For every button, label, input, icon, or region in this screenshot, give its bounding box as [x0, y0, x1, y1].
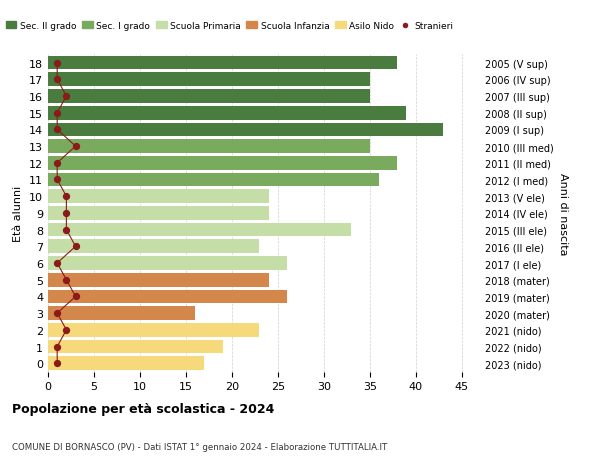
Point	[52, 160, 62, 167]
Point	[71, 143, 80, 151]
Bar	[48, 307, 195, 320]
Bar	[48, 240, 259, 254]
Bar	[48, 140, 370, 154]
Point	[62, 210, 71, 217]
Point	[52, 110, 62, 117]
Point	[52, 60, 62, 67]
Point	[52, 310, 62, 317]
Bar	[48, 223, 352, 237]
Text: Popolazione per età scolastica - 2024: Popolazione per età scolastica - 2024	[12, 403, 274, 415]
Point	[62, 193, 71, 201]
Point	[52, 260, 62, 267]
Legend: Sec. II grado, Sec. I grado, Scuola Primaria, Scuola Infanzia, Asilo Nido, Stran: Sec. II grado, Sec. I grado, Scuola Prim…	[2, 18, 457, 34]
Point	[52, 126, 62, 134]
Bar	[48, 123, 443, 137]
Point	[62, 93, 71, 101]
Bar	[48, 290, 287, 303]
Point	[62, 326, 71, 334]
Point	[71, 293, 80, 301]
Bar	[48, 340, 223, 353]
Text: COMUNE DI BORNASCO (PV) - Dati ISTAT 1° gennaio 2024 - Elaborazione TUTTITALIA.I: COMUNE DI BORNASCO (PV) - Dati ISTAT 1° …	[12, 442, 387, 451]
Point	[52, 343, 62, 351]
Point	[62, 226, 71, 234]
Bar	[48, 357, 204, 370]
Point	[52, 360, 62, 367]
Bar	[48, 73, 370, 87]
Bar	[48, 56, 397, 70]
Bar	[48, 190, 269, 204]
Y-axis label: Anni di nascita: Anni di nascita	[557, 172, 568, 255]
Point	[71, 243, 80, 251]
Bar	[48, 257, 287, 270]
Bar	[48, 207, 269, 220]
Point	[52, 76, 62, 84]
Bar	[48, 106, 406, 120]
Y-axis label: Età alunni: Età alunni	[13, 185, 23, 241]
Point	[62, 276, 71, 284]
Bar	[48, 273, 269, 287]
Point	[52, 176, 62, 184]
Bar	[48, 323, 259, 337]
Bar	[48, 173, 379, 187]
Bar	[48, 157, 397, 170]
Bar	[48, 90, 370, 104]
